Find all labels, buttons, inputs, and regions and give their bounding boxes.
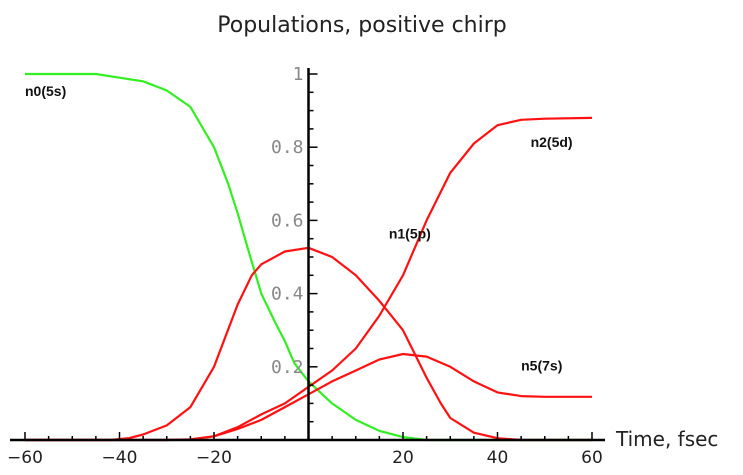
axes-layer: −60 −40 −20 20 40 60 0.2 0.4 0.6 0.8 1 xyxy=(7,64,605,468)
x-tick-label: −40 xyxy=(102,448,138,468)
series-label-n5-7s: n5(7s) xyxy=(521,357,562,373)
x-tick-label: −60 xyxy=(7,448,43,468)
y-tick-label: 1 xyxy=(293,64,304,85)
labels-layer: n0(5s) n1(5p) n2(5d) n5(7s) xyxy=(25,83,573,373)
y-tick-label: 0.6 xyxy=(271,210,304,231)
series-label-n1-5p: n1(5p) xyxy=(389,226,431,242)
x-axis-label: Time, fsec xyxy=(615,427,718,451)
y-tick-label: 0.8 xyxy=(271,137,304,158)
series-label-n0-5s: n0(5s) xyxy=(25,83,66,99)
x-tick-label: 20 xyxy=(392,448,414,468)
y-tick-label: 0.2 xyxy=(271,357,304,378)
y-tick-label: 0.4 xyxy=(271,284,304,305)
x-tick-label: −20 xyxy=(196,448,232,468)
series-label-n2-5d: n2(5d) xyxy=(531,134,573,150)
x-tick-label: 40 xyxy=(487,448,509,468)
x-tick-label: 60 xyxy=(581,448,603,468)
series-line-n0-5s xyxy=(25,72,592,442)
chart-title: Populations, positive chirp xyxy=(217,13,506,38)
